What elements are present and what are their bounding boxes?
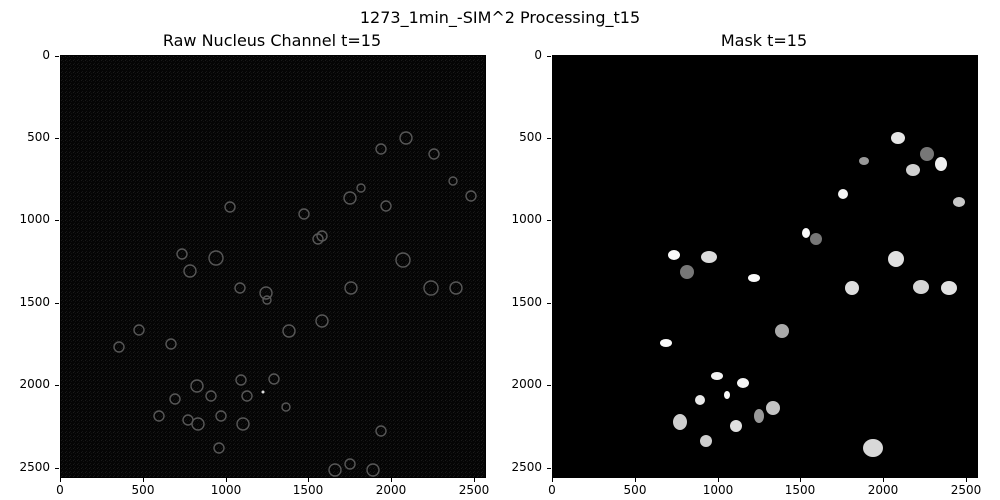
x-tick-label: 500	[615, 478, 655, 497]
y-tick-label: 2000	[10, 377, 59, 391]
y-tick-label: 1500	[502, 295, 551, 309]
figure-title: 1273_1min_-SIM^2 Processing_t15	[359, 8, 641, 27]
y-tick-label: 1500	[10, 295, 59, 309]
y-tick-label: 2500	[10, 460, 59, 474]
x-tick-label: 1500	[780, 478, 820, 497]
x-tick-label: 1000	[206, 478, 246, 497]
mask-image	[552, 55, 978, 478]
x-tick-label: 2000	[371, 478, 411, 497]
mask-panel-title: Mask t=15	[720, 31, 808, 50]
x-tick-label: 2500	[946, 478, 986, 497]
x-tick-label: 1000	[698, 478, 738, 497]
x-tick-label: 500	[123, 478, 163, 497]
y-tick-label: 500	[10, 130, 59, 144]
y-tick-label: 500	[502, 130, 551, 144]
y-tick-label: 1000	[502, 212, 551, 226]
x-tick-label: 2000	[863, 478, 903, 497]
y-tick-label: 0	[10, 48, 59, 62]
x-tick-label: 2500	[454, 478, 494, 497]
y-tick-label: 2500	[502, 460, 551, 474]
x-tick-label: 0	[40, 478, 80, 497]
x-tick-label: 0	[532, 478, 572, 497]
y-tick-label: 1000	[10, 212, 59, 226]
y-tick-label: 2000	[502, 377, 551, 391]
y-tick-label: 0	[502, 48, 551, 62]
x-tick-label: 1500	[288, 478, 328, 497]
raw-panel-title: Raw Nucleus Channel t=15	[162, 31, 382, 50]
raw-nucleus-image	[60, 55, 486, 478]
